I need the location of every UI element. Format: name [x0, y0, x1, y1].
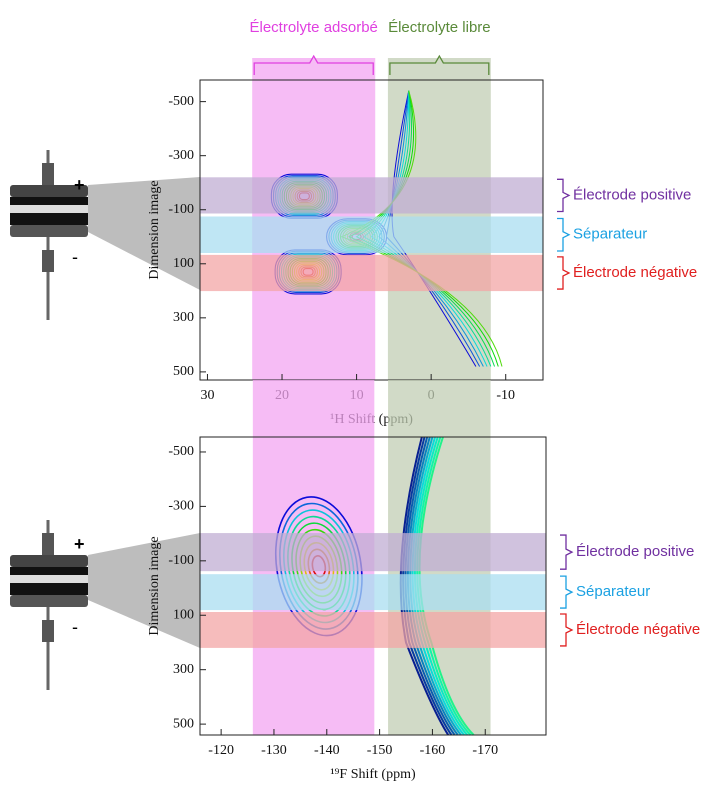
brace: [253, 54, 374, 75]
electrode-band: [200, 177, 543, 214]
y-tick-label: -500: [168, 94, 194, 109]
electrode-band: [200, 254, 543, 292]
x-tick-label: -120: [208, 743, 234, 758]
region-label: Électrolyte adsorbé: [250, 19, 378, 36]
x-tick-label: 30: [200, 388, 214, 403]
brace: [557, 217, 571, 252]
band-label: Électrode négative: [576, 621, 700, 638]
x-tick-label: -150: [367, 743, 393, 758]
y-tick-label: -100: [168, 553, 194, 568]
y-tick-label: 300: [173, 310, 194, 325]
electrode-band: [200, 216, 543, 253]
electrode-band: [200, 611, 546, 648]
svg-text:-: -: [72, 247, 78, 267]
brace: [557, 256, 571, 290]
y-axis-label: Dimension image: [147, 180, 162, 279]
x-tick-label: -130: [261, 743, 287, 758]
y-tick-label: 100: [173, 607, 194, 622]
y-tick-label: 100: [173, 256, 194, 271]
y-tick-label: -300: [168, 499, 194, 514]
plot-frame: [199, 436, 547, 736]
y-tick-label: -300: [168, 148, 194, 163]
brace: [389, 54, 490, 75]
svg-text:-: -: [72, 617, 78, 637]
x-tick-label: -140: [314, 743, 340, 758]
svg-text:+: +: [74, 534, 85, 554]
band-label: Électrode négative: [573, 264, 697, 281]
svg-text:+: +: [74, 175, 85, 195]
y-tick-label: -500: [168, 444, 194, 459]
region-label: Électrolyte libre: [388, 19, 491, 36]
band-label: Séparateur: [573, 226, 647, 243]
brace: [560, 575, 574, 609]
battery-icon: + -: [10, 520, 200, 690]
x-axis-label: ¹⁹F Shift (ppm): [330, 767, 416, 782]
electrode-band: [200, 533, 546, 572]
y-tick-label: 500: [173, 716, 194, 731]
y-tick-label: 300: [173, 662, 194, 677]
band-label: Électrode positive: [573, 186, 691, 203]
y-tick-label: 500: [173, 364, 194, 379]
brace: [560, 613, 574, 647]
electrode-band: [200, 574, 546, 611]
y-axis-label: Dimension image: [147, 536, 162, 635]
x-tick-label: -160: [420, 743, 446, 758]
x-tick-label: -170: [472, 743, 498, 758]
brace: [560, 534, 574, 570]
brace: [557, 178, 571, 213]
battery-icon: + -: [10, 150, 200, 320]
x-tick-label: -10: [496, 388, 515, 403]
band-label: Électrode positive: [576, 543, 694, 560]
band-label: Séparateur: [576, 583, 650, 600]
y-tick-label: -100: [168, 202, 194, 217]
